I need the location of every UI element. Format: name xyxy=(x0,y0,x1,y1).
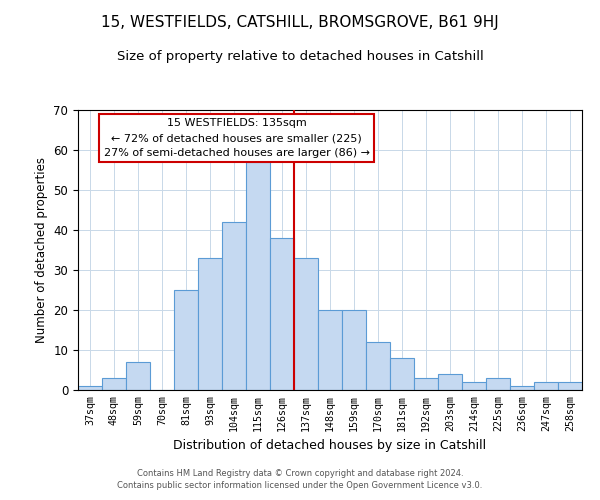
Bar xyxy=(270,238,294,390)
Bar xyxy=(342,310,366,390)
Bar xyxy=(366,342,390,390)
Bar xyxy=(78,386,102,390)
Bar xyxy=(126,362,150,390)
Bar xyxy=(246,162,270,390)
Text: 15 WESTFIELDS: 135sqm
← 72% of detached houses are smaller (225)
27% of semi-det: 15 WESTFIELDS: 135sqm ← 72% of detached … xyxy=(104,118,370,158)
X-axis label: Distribution of detached houses by size in Catshill: Distribution of detached houses by size … xyxy=(173,439,487,452)
Bar xyxy=(222,222,246,390)
Text: Contains HM Land Registry data © Crown copyright and database right 2024.
Contai: Contains HM Land Registry data © Crown c… xyxy=(118,468,482,490)
Text: Size of property relative to detached houses in Catshill: Size of property relative to detached ho… xyxy=(116,50,484,63)
Bar xyxy=(390,358,414,390)
Bar xyxy=(198,258,222,390)
Bar xyxy=(558,382,582,390)
Bar xyxy=(486,378,510,390)
Bar xyxy=(438,374,462,390)
Bar xyxy=(102,378,126,390)
Text: 15, WESTFIELDS, CATSHILL, BROMSGROVE, B61 9HJ: 15, WESTFIELDS, CATSHILL, BROMSGROVE, B6… xyxy=(101,15,499,30)
Bar xyxy=(414,378,438,390)
Bar xyxy=(462,382,486,390)
Bar xyxy=(318,310,342,390)
Bar xyxy=(174,290,198,390)
Bar xyxy=(294,258,318,390)
Bar xyxy=(510,386,534,390)
Bar xyxy=(534,382,558,390)
Y-axis label: Number of detached properties: Number of detached properties xyxy=(35,157,48,343)
